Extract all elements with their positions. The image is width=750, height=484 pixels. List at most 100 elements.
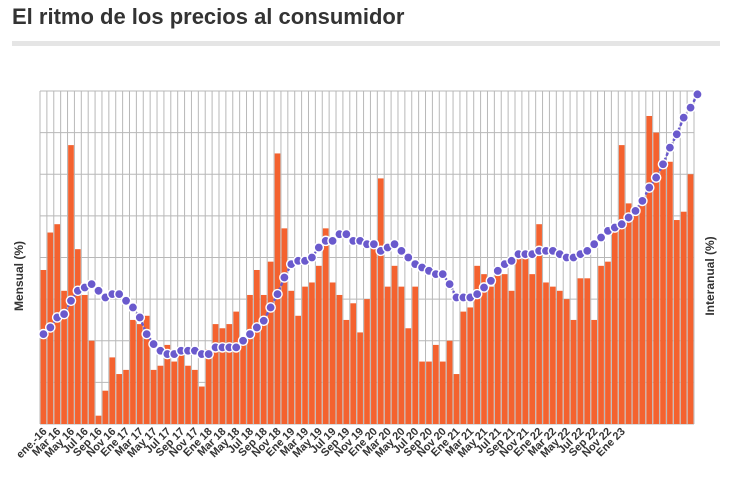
yoy-point [251, 322, 263, 333]
bar-monthly [398, 286, 405, 424]
yoy-point [437, 268, 449, 280]
yoy-point [120, 295, 132, 307]
yoy-point [616, 218, 628, 230]
bar-monthly [680, 211, 687, 424]
yoy-point [127, 302, 139, 313]
bar-monthly [591, 319, 598, 424]
bar-monthly [322, 228, 329, 424]
bar-monthly [426, 361, 432, 424]
bar-monthly [136, 324, 143, 424]
yoy-point [396, 245, 407, 257]
bar-monthly [419, 361, 425, 424]
yoy-point [588, 238, 600, 250]
yoy-line-series [38, 89, 703, 360]
yoy-point [327, 235, 338, 247]
yoy-point [657, 158, 669, 170]
bar-monthly [474, 265, 480, 424]
bar-monthly [116, 374, 123, 424]
yoy-point [403, 252, 414, 263]
yoy-point [664, 142, 676, 153]
yoy-point [230, 342, 242, 353]
bar-monthly [556, 290, 563, 424]
bar-monthly [605, 261, 611, 424]
bar-monthly [433, 344, 439, 424]
yoy-point [141, 328, 153, 340]
bar-monthly [377, 178, 384, 424]
bar-monthly [102, 390, 109, 424]
bar-monthly [536, 224, 542, 424]
bar-monthly [501, 274, 508, 424]
bar-monthly [288, 290, 295, 424]
bar-monthly [260, 294, 267, 424]
bar-monthly [157, 365, 164, 424]
y-axis-right-label: Interanual (%) [703, 236, 717, 315]
bar-monthly [563, 299, 570, 424]
yoy-point [637, 195, 648, 207]
bar-monthly [598, 265, 604, 424]
bar-monthly [192, 369, 198, 424]
bar-monthly [254, 269, 260, 424]
yoy-point [258, 315, 270, 327]
bar-monthly [357, 332, 363, 424]
title-divider [12, 41, 720, 46]
bar-monthly [384, 286, 391, 424]
bar-monthly [508, 290, 515, 424]
bar-monthly [123, 369, 129, 424]
yoy-point [368, 238, 380, 250]
monthly-bars [40, 115, 694, 425]
bar-monthly [391, 265, 398, 424]
bar-monthly [329, 282, 336, 424]
yoy-point [444, 278, 455, 290]
bar-monthly [164, 344, 171, 424]
bar-monthly [667, 161, 673, 424]
yoy-point [86, 278, 97, 290]
yoy-point [671, 128, 683, 140]
bar-monthly [439, 361, 446, 424]
bar-monthly [75, 249, 81, 424]
bar-monthly [205, 349, 212, 424]
bar-monthly [577, 278, 584, 424]
yoy-point [237, 335, 249, 347]
yoy-point [203, 348, 214, 360]
yoy-point [692, 89, 703, 100]
bar-monthly [247, 294, 253, 424]
bar-monthly [198, 386, 205, 424]
bar-monthly [453, 374, 460, 424]
yoy-point [134, 312, 146, 323]
bar-monthly [618, 145, 625, 425]
bar-monthly [371, 245, 377, 424]
bar-monthly [687, 174, 694, 424]
yoy-point [643, 182, 655, 193]
yoy-point [279, 272, 290, 283]
yoy-point [272, 288, 283, 300]
yoy-point [58, 308, 70, 320]
bar-monthly [233, 311, 240, 424]
bar-monthly [460, 311, 467, 424]
bar-monthly [632, 211, 639, 424]
bar-monthly [219, 328, 226, 424]
bar-monthly [550, 286, 556, 424]
yoy-point [650, 172, 662, 183]
bar-monthly [226, 324, 233, 424]
bar-monthly [54, 224, 61, 424]
yoy-point [93, 285, 104, 297]
bar-monthly [68, 145, 74, 425]
bar-monthly [364, 299, 370, 424]
yoy-point [113, 288, 125, 300]
bar-monthly [529, 274, 536, 424]
bar-monthly [212, 324, 219, 424]
bar-monthly [95, 415, 102, 424]
yoy-point [685, 102, 696, 113]
bar-monthly [336, 294, 343, 424]
bar-monthly [267, 261, 274, 424]
bar-monthly [653, 132, 659, 424]
bar-monthly [185, 365, 191, 424]
yoy-point [389, 238, 400, 250]
bar-monthly [625, 203, 632, 424]
bar-monthly [446, 340, 453, 424]
bar-monthly [240, 336, 246, 424]
bar-monthly [109, 357, 116, 424]
bar-monthly [570, 319, 577, 424]
bar-monthly [639, 203, 646, 424]
bar-monthly [302, 286, 308, 424]
